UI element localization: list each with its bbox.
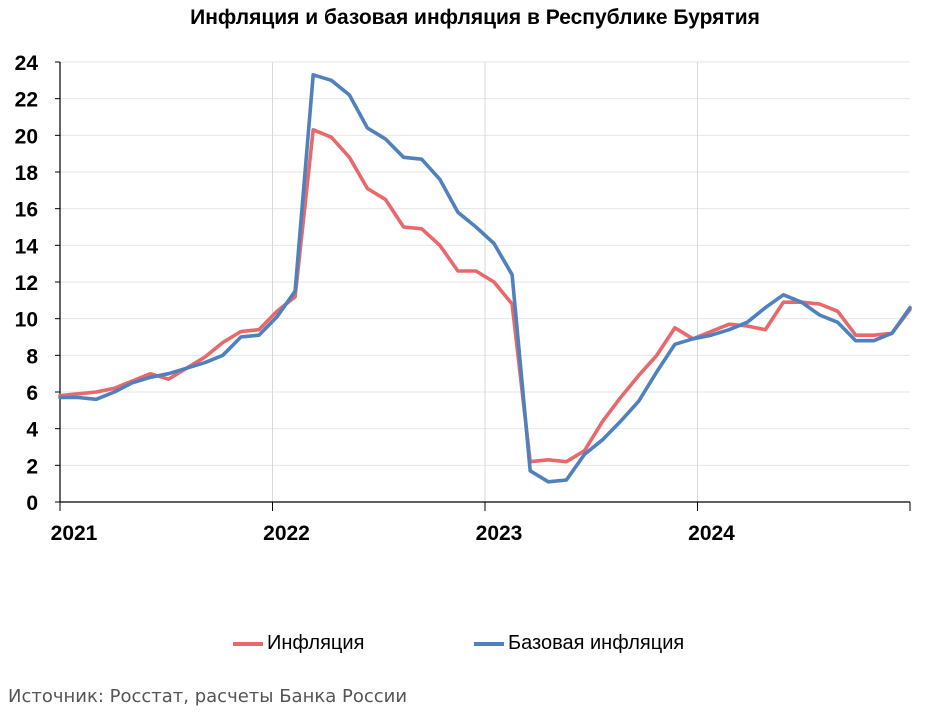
legend-label-inflation: Инфляция [267, 632, 365, 654]
series-line-core-inflation [58, 73, 912, 484]
series-layer [58, 73, 912, 484]
grid-layer [60, 61, 910, 502]
y-tick-label: 6 [26, 382, 38, 405]
legend-item-core-inflation: Базовая инфляция [474, 632, 684, 655]
y-tick-label: 4 [26, 419, 38, 442]
y-tick-label: 0 [26, 492, 38, 515]
legend-item-inflation: Инфляция [233, 632, 364, 655]
legend-swatch-core-inflation [474, 641, 504, 646]
y-tick-label: 8 [26, 345, 38, 368]
legend-swatch-inflation [233, 641, 263, 646]
source-note: Источник: Росстат, расчеты Банка России [8, 686, 408, 707]
y-tick-label: 18 [15, 162, 39, 185]
x-tick-label: 2022 [263, 522, 310, 545]
legend: Инфляция Базовая инфляция [0, 632, 950, 662]
y-tick-label: 10 [15, 309, 38, 332]
x-tick-label: 2021 [51, 522, 98, 545]
y-tick-label: 22 [15, 89, 38, 112]
y-tick-label: 24 [15, 52, 39, 75]
series-line-inflation [58, 128, 912, 464]
y-tick-label: 2 [26, 455, 38, 478]
y-tick-label: 14 [15, 235, 39, 258]
x-tick-label: 2023 [476, 522, 523, 545]
y-tick-label: 12 [15, 272, 38, 295]
chart-title: Инфляция и базовая инфляция в Республике… [190, 6, 760, 29]
axis-layer [55, 61, 911, 511]
x-tick-label: 2024 [688, 522, 735, 545]
legend-label-core-inflation: Базовая инфляция [508, 632, 685, 654]
y-tick-label: 16 [15, 199, 38, 222]
y-tick-label: 20 [15, 125, 38, 148]
